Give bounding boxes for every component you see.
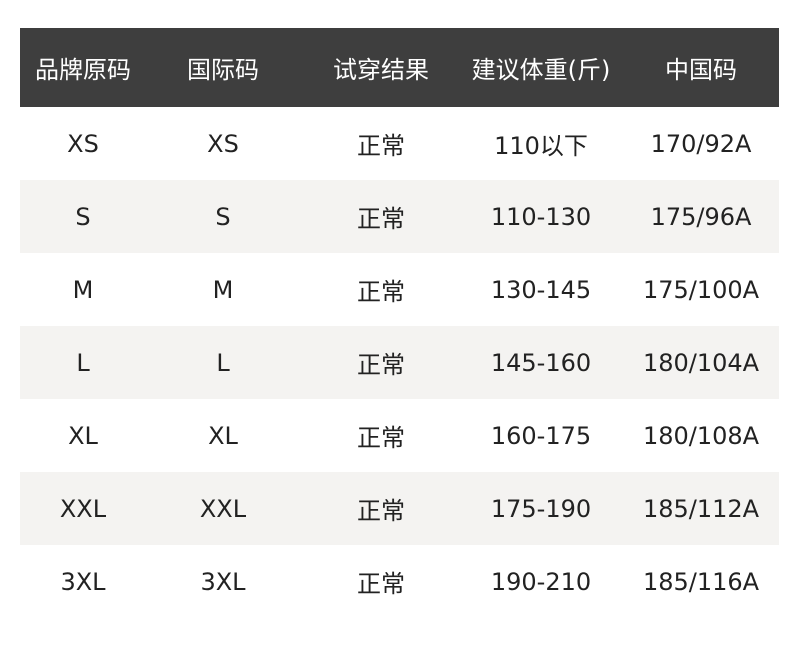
cell-brand-size: XS (67, 129, 99, 158)
cell-fit-result: 正常 (357, 424, 405, 452)
cell-fit-result: 正常 (357, 570, 405, 598)
cell-weight: 160-175 (490, 421, 592, 450)
table-row: XXL XXL 正常 175-190 185/112A (20, 472, 779, 545)
cell-intl-size: S (215, 202, 231, 231)
table-row: M M 正常 130-145 175/100A (20, 253, 779, 326)
table-row: L L 正常 145-160 180/104A (20, 326, 779, 399)
cell-intl-size: XS (207, 129, 239, 158)
cell-brand-size: 3XL (60, 567, 106, 596)
cell-brand-size: L (76, 348, 90, 377)
cell-china-size: 175/96A (650, 202, 752, 231)
cell-brand-size: XL (68, 421, 98, 450)
cell-intl-size: XL (208, 421, 238, 450)
table-row: XS XS 正常 110以下 170/92A (20, 107, 779, 180)
header-brand-size: 品牌原码 (35, 56, 131, 84)
cell-fit-result: 正常 (357, 132, 405, 160)
cell-weight: 145-160 (490, 348, 592, 377)
table-header: 品牌原码 国际码 试穿结果 建议体重(斤) 中国码 (20, 28, 779, 107)
cell-china-size: 180/104A (642, 348, 760, 377)
header-fit-result: 试穿结果 (333, 56, 429, 84)
table-row: S S 正常 110-130 175/96A (20, 180, 779, 253)
cell-intl-size: 3XL (200, 567, 246, 596)
cell-fit-result: 正常 (357, 205, 405, 233)
cell-china-size: 170/92A (650, 129, 752, 158)
cell-weight: 110以下 (494, 132, 588, 160)
cell-brand-size: M (72, 275, 94, 304)
cell-fit-result: 正常 (357, 278, 405, 306)
table-row: 3XL 3XL 正常 190-210 185/116A (20, 545, 779, 618)
cell-fit-result: 正常 (357, 351, 405, 379)
header-intl-size: 国际码 (187, 56, 259, 84)
header-weight: 建议体重(斤) (471, 56, 611, 84)
cell-intl-size: M (212, 275, 234, 304)
cell-intl-size: XXL (199, 494, 247, 523)
cell-china-size: 185/116A (642, 567, 760, 596)
header-china-size: 中国码 (665, 56, 737, 84)
cell-china-size: 180/108A (642, 421, 760, 450)
cell-weight: 110-130 (490, 202, 592, 231)
table-row: XL XL 正常 160-175 180/108A (20, 399, 779, 472)
cell-fit-result: 正常 (357, 497, 405, 525)
cell-brand-size: S (75, 202, 91, 231)
cell-weight: 190-210 (490, 567, 592, 596)
cell-weight: 175-190 (490, 494, 592, 523)
cell-weight: 130-145 (490, 275, 592, 304)
cell-china-size: 185/112A (642, 494, 760, 523)
cell-china-size: 175/100A (642, 275, 760, 304)
cell-brand-size: XXL (59, 494, 107, 523)
size-chart-table: 品牌原码 国际码 试穿结果 建议体重(斤) 中国码 XS XS 正常 110以下 170… (20, 28, 779, 618)
cell-intl-size: L (216, 348, 230, 377)
